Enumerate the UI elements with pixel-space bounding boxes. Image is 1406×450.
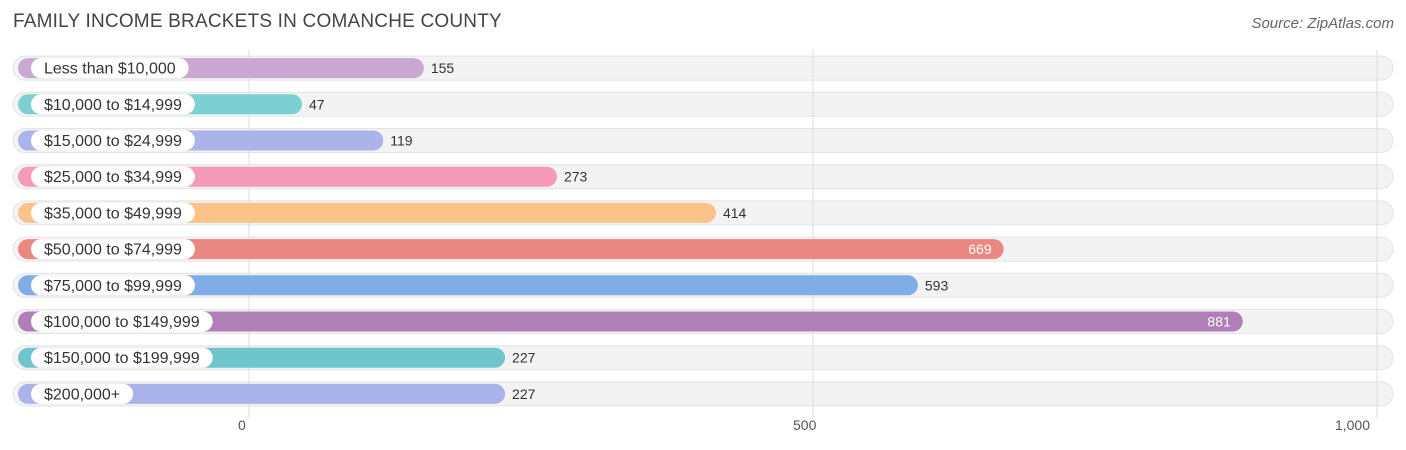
category-label: $35,000 to $49,999 <box>44 205 182 222</box>
bar <box>18 239 1004 260</box>
chart-title: FAMILY INCOME BRACKETS IN COMANCHE COUNT… <box>13 11 502 32</box>
chart-source: Source: ZipAtlas.com <box>1251 15 1394 32</box>
category-label: $10,000 to $14,999 <box>44 97 182 114</box>
category-label-pill <box>31 275 195 296</box>
category-label: $25,000 to $34,999 <box>44 169 182 186</box>
category-label: $100,000 to $149,999 <box>44 314 200 331</box>
value-label: 227 <box>512 386 536 402</box>
bar <box>18 311 1243 332</box>
row-track <box>12 91 1394 117</box>
value-label: 119 <box>390 133 413 149</box>
value-label: 227 <box>512 350 536 366</box>
category-label-pill <box>31 58 189 79</box>
category-label: $75,000 to $99,999 <box>44 278 182 295</box>
category-label-pill <box>31 202 195 223</box>
value-label: 881 <box>1207 314 1231 330</box>
value-label: 414 <box>723 205 747 221</box>
category-label: $200,000+ <box>44 386 120 403</box>
category-label-pill <box>31 239 195 260</box>
value-label: 593 <box>925 277 949 293</box>
category-label-pill <box>31 94 195 115</box>
category-label-pill <box>31 166 195 187</box>
category-label-pill <box>31 311 213 332</box>
category-label: Less than $10,000 <box>44 61 176 78</box>
category-label-pill <box>31 383 134 404</box>
bar <box>18 383 506 404</box>
category-label: $150,000 to $199,999 <box>44 350 200 367</box>
value-label: 273 <box>564 169 588 185</box>
category-label: $15,000 to $24,999 <box>44 133 182 150</box>
value-label: 155 <box>431 60 455 76</box>
category-label: $50,000 to $74,999 <box>44 242 182 259</box>
value-label: 669 <box>968 241 992 257</box>
value-label: 47 <box>309 96 325 112</box>
x-tick-label: 1,000 <box>1335 417 1370 433</box>
category-label-pill <box>31 347 213 368</box>
bar <box>18 275 918 296</box>
x-tick-label: 0 <box>238 417 246 433</box>
x-tick-label: 500 <box>793 417 817 433</box>
category-label-pill <box>31 130 195 151</box>
